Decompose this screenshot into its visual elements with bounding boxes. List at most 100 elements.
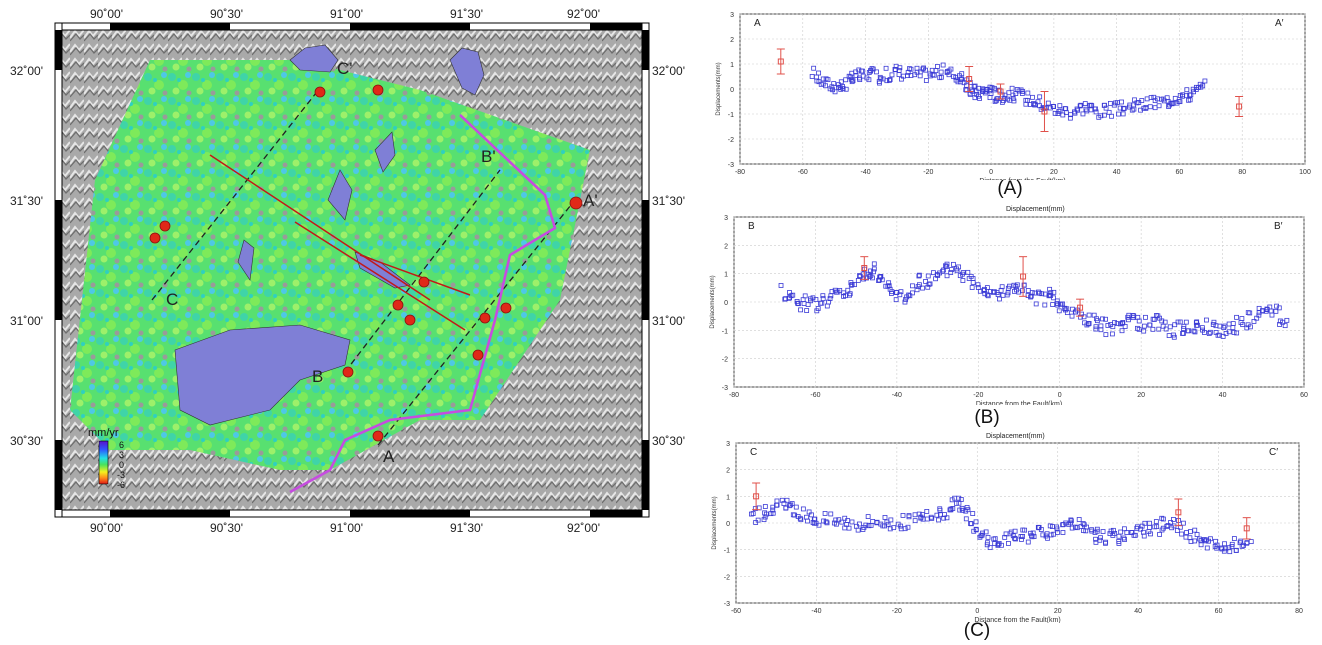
- displacement-point: [1039, 291, 1045, 297]
- displacement-point: [960, 278, 966, 283]
- displacement-point: [762, 504, 768, 509]
- displacement-point: [934, 272, 940, 277]
- displacement-point: [1020, 89, 1025, 94]
- displacement-point: [889, 72, 895, 78]
- displacement-point: [868, 522, 874, 528]
- gps-point: [997, 88, 1004, 95]
- displacement-point: [800, 506, 806, 512]
- displacement-point: [997, 296, 1002, 302]
- displacement-point: [1157, 531, 1162, 537]
- displacement-point: [1218, 545, 1224, 551]
- displacement-point: [995, 542, 1001, 547]
- x-tick-label: -40: [892, 392, 902, 399]
- lon-tick: 91˚00': [330, 521, 363, 535]
- displacement-point: [1019, 288, 1025, 294]
- displacement-point: [1016, 289, 1022, 295]
- gps-errorbars: [752, 482, 1251, 540]
- displacement-point: [839, 519, 845, 525]
- displacement-point: [883, 65, 889, 71]
- lon-tick: 90˚30': [210, 7, 243, 21]
- displacement-point: [823, 519, 829, 525]
- displacement-point: [847, 292, 852, 298]
- displacement-point: [1125, 314, 1131, 320]
- displacement-point: [930, 72, 936, 78]
- displacement-point: [1057, 103, 1063, 109]
- displacement-point: [1125, 317, 1131, 323]
- displacement-point: [778, 283, 784, 288]
- displacement-point: [866, 77, 872, 83]
- displacement-point: [884, 78, 890, 84]
- profile-top-title-b: Displacement(mm): [1006, 206, 1065, 213]
- displacement-point: [935, 64, 940, 69]
- displacement-point: [847, 291, 853, 297]
- displacement-point: [1028, 530, 1033, 536]
- displacement-point: [1093, 109, 1099, 115]
- displacement-point: [1256, 312, 1262, 318]
- displacement-point: [1203, 538, 1209, 544]
- lon-tick: 91˚30': [450, 521, 483, 535]
- displacement-point: [1197, 81, 1203, 87]
- displacement-point: [1042, 302, 1048, 308]
- displacement-point: [1199, 325, 1205, 331]
- y-tick-label: 0: [724, 300, 728, 307]
- displacement-point: [845, 287, 851, 293]
- gps-point: [861, 265, 868, 271]
- displacement-point: [793, 504, 799, 510]
- displacement-point: [1187, 92, 1193, 98]
- displacement-point: [852, 282, 857, 288]
- displacement-point: [770, 510, 776, 516]
- displacement-point: [1105, 323, 1111, 328]
- displacement-point: [916, 273, 922, 279]
- displacement-point: [1022, 527, 1028, 533]
- profile-panel-a: -80-60-40-200204060801003210-1-2-3Distan…: [700, 0, 1322, 205]
- displacement-point: [1098, 327, 1104, 333]
- displacement-point: [920, 512, 926, 518]
- displacement-point: [923, 67, 928, 73]
- displacement-point: [1119, 320, 1125, 326]
- displacement-point: [1048, 105, 1053, 111]
- displacement-point: [790, 292, 796, 298]
- displacement-point: [920, 285, 925, 291]
- displacement-point: [877, 80, 882, 86]
- lake-central-north: [374, 131, 396, 173]
- displacement-point: [999, 542, 1004, 548]
- displacement-point: [755, 517, 761, 523]
- gps-point: [753, 493, 760, 500]
- displacement-point: [910, 283, 915, 289]
- displacement-point: [996, 87, 1002, 93]
- profile-line-cc: [151, 87, 321, 301]
- lat-tick: 32˚00': [10, 64, 43, 78]
- displacement-point: [829, 289, 835, 294]
- displacement-point: [1060, 530, 1066, 535]
- displacement-point: [1198, 542, 1204, 548]
- displacement-point: [1102, 102, 1107, 108]
- gps-point: [1175, 509, 1182, 516]
- displacement-point: [1221, 548, 1227, 554]
- profile-end-label: C′: [1269, 447, 1278, 458]
- displacement-point: [1191, 328, 1197, 334]
- gps-stations: [149, 84, 583, 442]
- displacement-point: [1047, 286, 1053, 292]
- displacement-point: [802, 293, 808, 299]
- displacement-point: [1031, 101, 1036, 106]
- displacement-point: [871, 269, 876, 275]
- lon-tick: 90˚30': [210, 521, 243, 535]
- displacement-point: [870, 275, 875, 281]
- displacement-point: [1202, 78, 1208, 84]
- displacement-point: [991, 87, 997, 93]
- displacement-point: [824, 520, 830, 526]
- displacement-point: [1031, 534, 1037, 539]
- displacement-point: [1184, 87, 1190, 93]
- displacement-point: [1239, 316, 1245, 321]
- displacement-point: [1032, 102, 1038, 108]
- displacement-point: [958, 497, 964, 502]
- displacement-point: [1021, 282, 1027, 288]
- displacement-point: [889, 289, 895, 295]
- displacement-point: [960, 507, 965, 513]
- displacement-point: [1136, 318, 1142, 324]
- displacement-point: [1142, 520, 1148, 526]
- displacement-point: [855, 527, 861, 533]
- displacement-point: [1172, 95, 1178, 101]
- lon-tick: 90˚00': [90, 7, 123, 21]
- lake-south: [174, 324, 351, 426]
